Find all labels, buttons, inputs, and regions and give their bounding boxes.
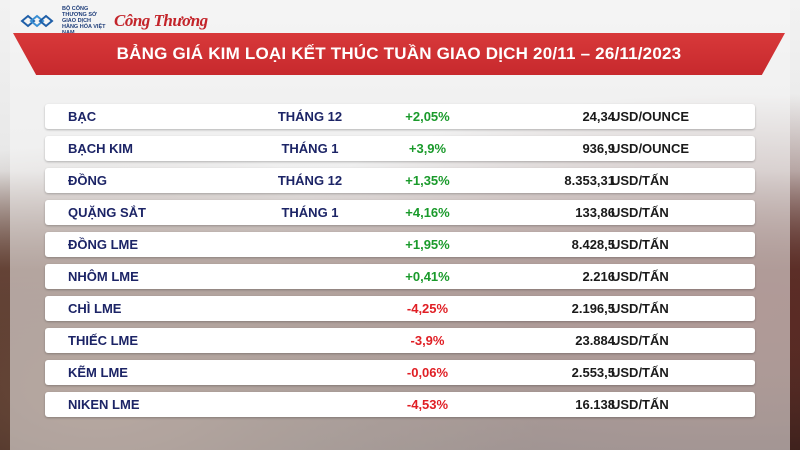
price-value: 8.353,31 [564,173,615,188]
metal-name: NIKEN LME [68,397,140,412]
weekly-change: +1,35% [405,173,450,188]
price-value: 2.553,5 [571,365,615,380]
contract-month: THÁNG 12 [277,173,343,188]
price-value: 133,86 [575,205,615,220]
price-unit: USD/TẤN [611,333,669,348]
price-value: 2.216 [582,269,615,284]
contract-month: THÁNG 1 [281,205,339,220]
brand-logo: Công Thương [114,11,208,30]
exchange-logo-icon [20,14,54,28]
metal-name: BẠCH KIM [68,141,133,156]
price-value: 936,9 [582,141,615,156]
metal-name: ĐỒNG LME [68,237,139,252]
weekly-change: -4,53% [406,397,449,412]
logo-group: BỘ CÔNG THƯƠNG SỞ GIAO DỊCH HÀNG HÓA VIỆ… [20,6,208,36]
metal-name: THIẾC LME [68,333,139,348]
title-banner: BẢNG GIÁ KIM LOẠI KẾT THÚC TUẦN GIAO DỊC… [13,33,785,75]
weekly-change: -4,25% [406,301,449,316]
price-unit: USD/TẤN [611,365,669,380]
metal-name: ĐỒNG [68,173,107,188]
table-row: NHÔM LME +0,41% 2.216 USD/TẤN [45,264,755,289]
table-row: BẠC THÁNG 12 +2,05% 24,34 USD/OUNCE [45,104,755,129]
weekly-change: +3,9% [408,141,447,156]
weekly-change: -3,9% [410,333,445,348]
table-row: ĐỒNG LME +1,95% 8.428,5 USD/TẤN [45,232,755,257]
price-value: 8.428,5 [571,237,615,252]
price-unit: USD/TẤN [611,301,669,316]
metal-name: BẠC [68,109,97,124]
price-unit: USD/OUNCE [611,109,690,124]
table-row: ĐỒNG THÁNG 12 +1,35% 8.353,31 USD/TẤN [45,168,755,193]
price-value: 16.138 [575,397,615,412]
table-row: NIKEN LME -4,53% 16.138 USD/TẤN [45,392,755,417]
metal-name: NHÔM LME [68,269,139,284]
price-value: 23.884 [575,333,615,348]
contract-month: THÁNG 12 [277,109,343,124]
table-row: CHÌ LME -4,25% 2.196,5 USD/TẤN [45,296,755,321]
exchange-logo-text: BỘ CÔNG THƯƠNG SỞ GIAO DỊCH HÀNG HÓA VIỆ… [62,6,106,36]
price-unit: USD/TẤN [611,397,669,412]
table-row: QUẶNG SẮT THÁNG 1 +4,16% 133,86 USD/TẤN [45,200,755,225]
price-unit: USD/TẤN [611,173,669,188]
table-row: KẼM LME -0,06% 2.553,5 USD/TẤN [45,360,755,385]
price-unit: USD/TẤN [611,237,669,252]
weekly-change: +0,41% [405,269,450,284]
metal-name: CHÌ LME [68,301,122,316]
price-value: 2.196,5 [571,301,615,316]
metal-name: KẼM LME [68,365,128,380]
price-value: 24,34 [582,109,615,124]
metal-name: QUẶNG SẮT [68,205,146,220]
weekly-change: +2,05% [405,109,450,124]
page-title: BẢNG GIÁ KIM LOẠI KẾT THÚC TUẦN GIAO DỊC… [116,44,682,63]
price-unit: USD/TẤN [611,269,669,284]
table-row: BẠCH KIM THÁNG 1 +3,9% 936,9 USD/OUNCE [45,136,755,161]
contract-month: THÁNG 1 [281,141,339,156]
price-unit: USD/TẤN [611,205,669,220]
weekly-change: +4,16% [405,205,450,220]
weekly-change: -0,06% [406,365,449,380]
weekly-change: +1,95% [405,237,450,252]
table-row: THIẾC LME -3,9% 23.884 USD/TẤN [45,328,755,353]
price-unit: USD/OUNCE [611,141,690,156]
